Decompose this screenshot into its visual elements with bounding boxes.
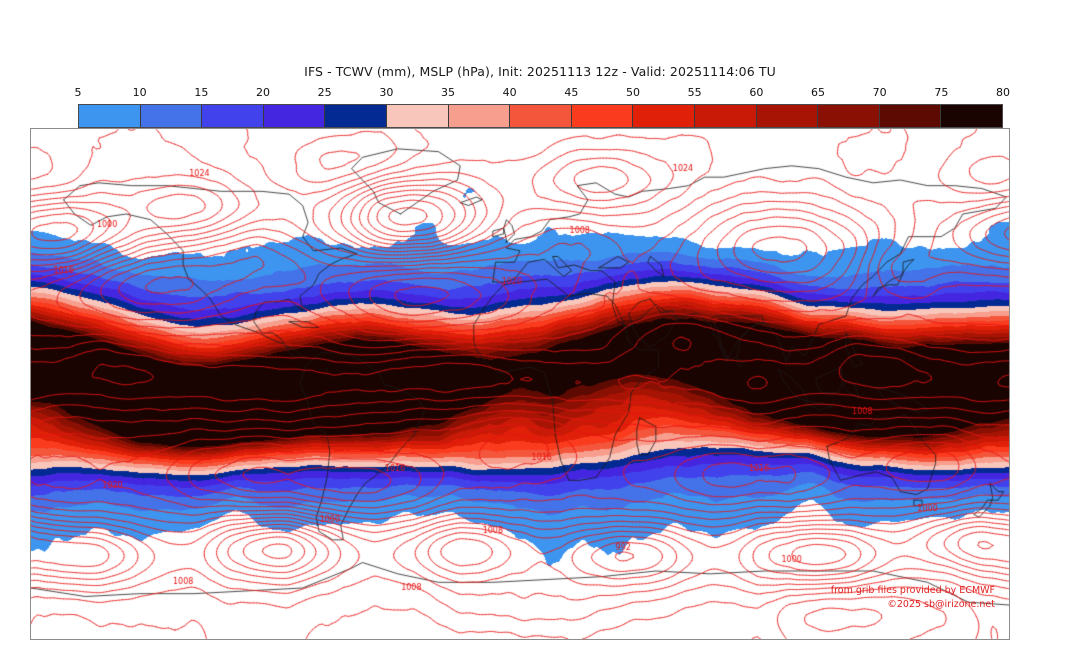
colorbar-segment-30: [386, 105, 449, 127]
colorbar-segment-55: [694, 105, 757, 127]
colorbar-tick-75: 75: [934, 86, 949, 99]
colorbar-tick-60: 60: [749, 86, 764, 99]
colorbar-tick-10: 10: [132, 86, 147, 99]
colorbar-tick-65: 65: [811, 86, 825, 99]
colorbar-segment-40: [510, 105, 572, 127]
colorbar-tick-35: 35: [441, 86, 455, 99]
colorbar-segment-60: [756, 105, 819, 127]
page-title: IFS - TCWV (mm), MSLP (hPa), Init: 20251…: [304, 64, 776, 79]
colorbar-tick-80: 80: [996, 86, 1010, 99]
colorbar-tick-5: 5: [74, 86, 82, 99]
colorbar-tick-45: 45: [564, 86, 579, 99]
colorbar-segment-25: [325, 105, 387, 127]
colorbar-tick-50: 50: [626, 86, 640, 99]
colorbar-segment-15: [202, 105, 264, 127]
colorbar-segment-20: [263, 105, 326, 127]
colorbar-gradient: [78, 104, 1003, 128]
colorbar-tick-20: 20: [256, 86, 270, 99]
colorbar-segment-45: [571, 105, 634, 127]
colorbar-tick-55: 55: [687, 86, 702, 99]
colorbar-tick-30: 30: [379, 86, 394, 99]
colorbar-segment-70: [879, 105, 942, 127]
colorbar-segment-65: [818, 105, 880, 127]
colorbar-segment-75: [941, 105, 1002, 127]
colorbar-segment-5: [79, 105, 141, 127]
colorbar-tick-70: 70: [872, 86, 887, 99]
tcwv-mslp-map[interactable]: [31, 129, 1009, 639]
colorbar: [78, 104, 1003, 128]
colorbar-tick-15: 15: [194, 86, 209, 99]
colorbar-segment-35: [448, 105, 511, 127]
colorbar-segment-10: [140, 105, 203, 127]
colorbar-segment-50: [633, 105, 695, 127]
map-canvas-frame[interactable]: from grib files provided by ECMWF ©2025 …: [30, 128, 1010, 640]
colorbar-tick-labels: 5 10 15 20 25 30 35 40 45 50 55 60 65 70 75 80: [74, 86, 1011, 102]
colorbar-tick-25: 25: [317, 86, 332, 99]
colorbar-tick-40: 40: [502, 86, 517, 99]
